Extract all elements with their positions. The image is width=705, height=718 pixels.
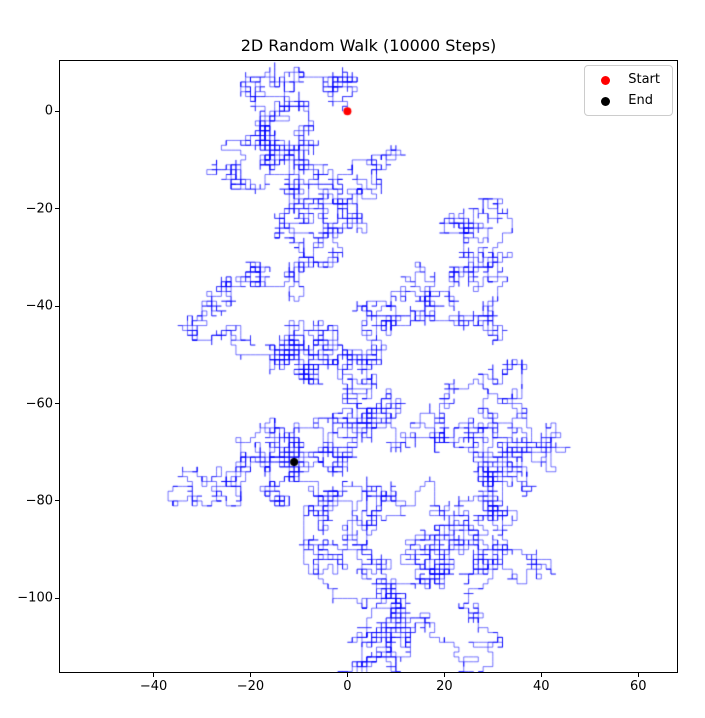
x-tick-mark <box>637 673 639 677</box>
x-tick-label: 40 <box>533 679 550 694</box>
x-tick-mark <box>249 673 251 677</box>
end-marker-icon <box>601 96 611 106</box>
x-tick-label: −20 <box>236 679 265 694</box>
y-tick-mark <box>55 597 59 599</box>
start-marker-icon <box>601 75 611 85</box>
legend-label-end: End <box>628 93 653 108</box>
y-tick-mark <box>55 110 59 112</box>
x-tick-mark <box>443 673 445 677</box>
y-tick-mark <box>55 500 59 502</box>
y-tick-label: 0 <box>44 103 53 119</box>
y-tick-mark <box>55 305 59 307</box>
random-walk-canvas <box>60 61 677 672</box>
legend-entry-end: End <box>597 94 660 108</box>
y-tick-label: −100 <box>17 590 53 606</box>
y-tick-label: −20 <box>25 201 53 217</box>
x-tick-mark <box>540 673 542 677</box>
x-tick-mark <box>153 673 155 677</box>
x-tick-label: 20 <box>436 679 453 694</box>
chart-title: 2D Random Walk (10000 Steps) <box>240 36 497 55</box>
legend: Start End <box>584 65 673 116</box>
y-tick-mark <box>55 403 59 405</box>
x-tick-mark <box>346 673 348 677</box>
y-tick-label: −80 <box>25 493 53 509</box>
y-tick-mark <box>55 208 59 210</box>
x-tick-label: 0 <box>343 679 352 694</box>
plot-area: Start End <box>59 60 678 673</box>
legend-entry-start: Start <box>597 73 660 87</box>
y-tick-label: −60 <box>25 396 53 412</box>
x-tick-label: −40 <box>139 679 168 694</box>
legend-label-start: Start <box>628 72 660 87</box>
y-tick-label: −40 <box>25 298 53 314</box>
x-tick-label: 60 <box>629 679 647 694</box>
